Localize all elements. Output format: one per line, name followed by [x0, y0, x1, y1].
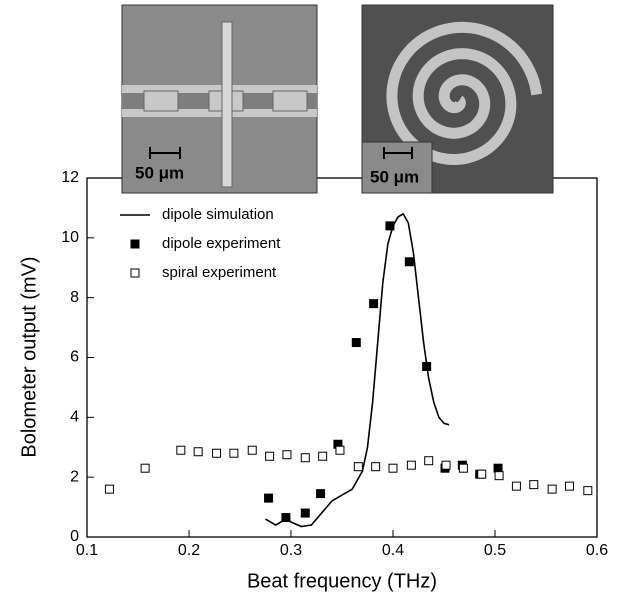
point: [404, 257, 414, 267]
point: [281, 513, 291, 523]
x-tick-label: 0.2: [178, 542, 200, 559]
point: [282, 450, 292, 460]
scale-label: 50 μm: [135, 163, 184, 182]
point: [458, 463, 468, 473]
point: [369, 299, 379, 309]
x-axis-title: Beat frequency (THz): [247, 570, 437, 592]
point: [300, 453, 310, 463]
point: [371, 462, 381, 472]
point: [385, 221, 395, 231]
point: [351, 338, 361, 348]
point: [247, 445, 257, 455]
point: [422, 361, 432, 371]
point: [424, 456, 434, 466]
dipole-inset: 50 μm: [121, 4, 318, 194]
legend-label: dipole simulation: [162, 206, 274, 223]
scale-label: 50 μm: [370, 167, 419, 186]
point: [176, 445, 186, 455]
x-tick-label: 0.5: [484, 542, 506, 559]
point: [229, 448, 239, 458]
point: [583, 486, 593, 496]
point: [193, 447, 203, 457]
point: [477, 469, 487, 479]
point: [388, 463, 398, 473]
legend-symbol: [130, 239, 140, 249]
y-tick-label: 6: [70, 349, 79, 366]
legend-label: spiral experiment: [162, 264, 277, 281]
point: [212, 448, 222, 458]
point: [140, 463, 150, 473]
point: [511, 481, 521, 491]
point: [104, 484, 114, 494]
y-tick-label: 2: [70, 468, 79, 485]
point: [265, 451, 275, 461]
y-tick-label: 0: [70, 528, 79, 545]
point: [493, 463, 503, 473]
point: [335, 445, 345, 455]
point: [333, 439, 343, 449]
line: [265, 212, 450, 528]
legend-label: dipole experiment: [162, 235, 281, 252]
x-tick-label: 0.1: [76, 542, 98, 559]
point: [564, 481, 574, 491]
x-tick-label: 0.6: [586, 542, 608, 559]
point: [300, 508, 310, 518]
x-tick-label: 0.3: [280, 542, 302, 559]
point: [264, 493, 274, 503]
point: [318, 451, 328, 461]
spiral-inset: 50 μm: [361, 4, 554, 194]
point: [406, 460, 416, 470]
y-tick-label: 12: [61, 169, 79, 186]
point: [494, 471, 504, 481]
point: [547, 484, 557, 494]
y-tick-label: 8: [70, 289, 79, 306]
x-tick-label: 0.4: [382, 542, 404, 559]
point: [353, 462, 363, 472]
legend-symbol: [130, 268, 140, 278]
y-axis-title: Bolometer output (mV): [18, 256, 40, 457]
y-tick-label: 4: [70, 409, 79, 426]
point: [441, 460, 451, 470]
y-tick-label: 10: [61, 229, 79, 246]
point: [529, 480, 539, 490]
point: [316, 489, 326, 499]
